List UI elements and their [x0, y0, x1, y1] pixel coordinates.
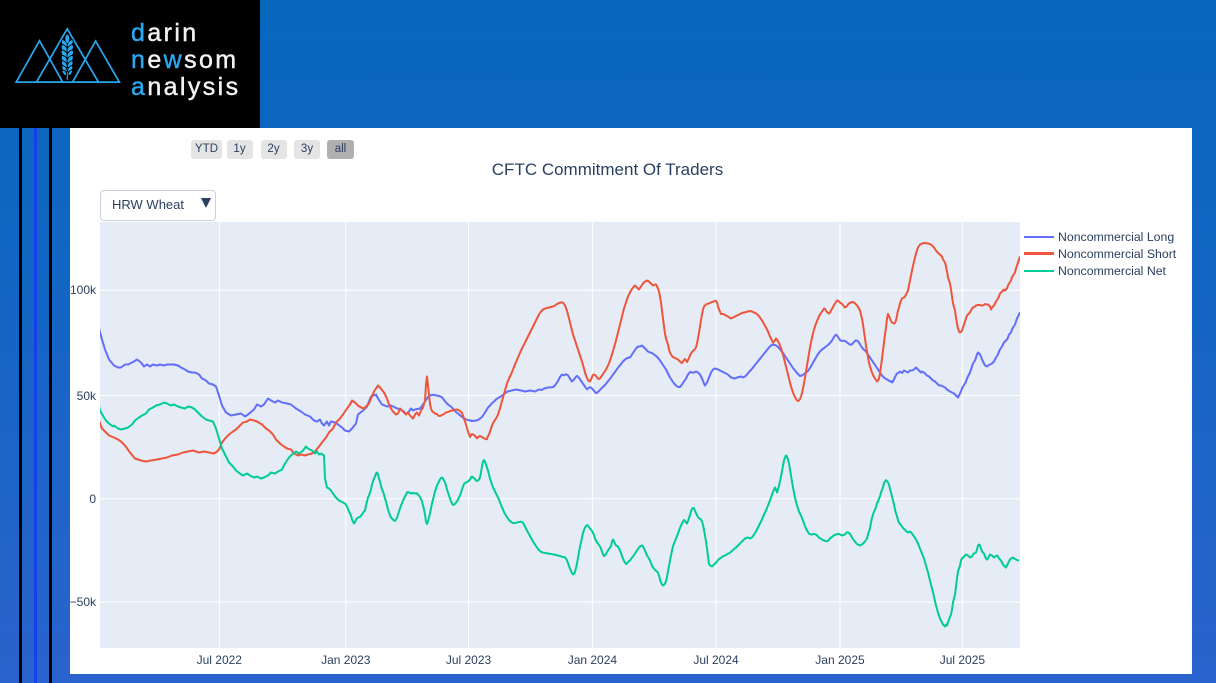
svg-text:newsom: newsom	[131, 46, 239, 74]
svg-text:analysis: analysis	[131, 73, 241, 101]
svg-text:darin: darin	[131, 19, 199, 47]
